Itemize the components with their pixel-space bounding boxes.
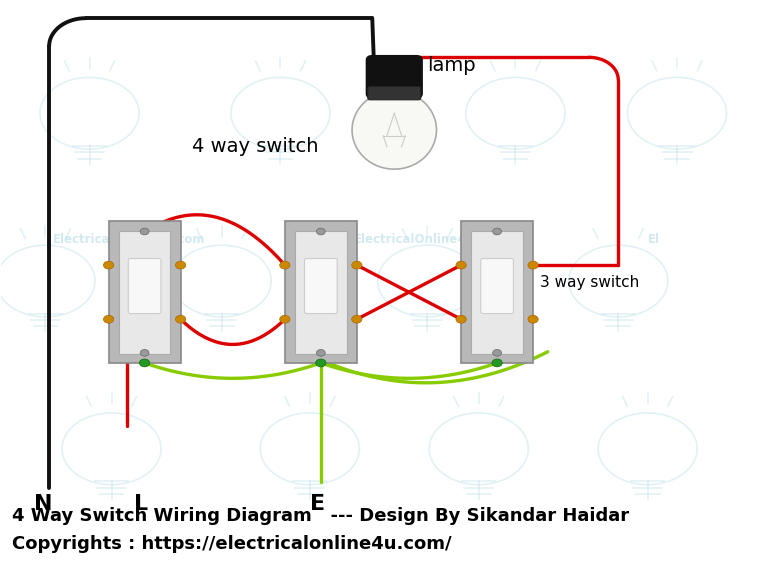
Circle shape [104, 315, 114, 323]
Circle shape [141, 350, 149, 356]
Text: El: El [647, 233, 660, 246]
Circle shape [456, 261, 466, 269]
FancyBboxPatch shape [472, 230, 523, 353]
Circle shape [492, 359, 502, 367]
Circle shape [280, 315, 290, 323]
Text: 4 way switch: 4 way switch [192, 137, 319, 156]
Circle shape [280, 261, 290, 269]
FancyBboxPatch shape [119, 230, 170, 353]
FancyBboxPatch shape [285, 221, 357, 363]
Text: ElectricalOnline4u.com: ElectricalOnline4u.com [354, 233, 506, 246]
FancyBboxPatch shape [481, 259, 514, 314]
Circle shape [316, 359, 326, 367]
Text: 4 Way Switch Wiring Diagram   --- Design By Sikandar Haidar: 4 Way Switch Wiring Diagram --- Design B… [12, 507, 630, 525]
Circle shape [140, 359, 150, 367]
Ellipse shape [352, 91, 436, 169]
Text: N: N [35, 495, 53, 514]
Circle shape [316, 350, 325, 356]
FancyBboxPatch shape [368, 87, 421, 100]
Circle shape [316, 228, 325, 235]
Circle shape [352, 261, 362, 269]
Circle shape [456, 315, 466, 323]
Circle shape [528, 315, 538, 323]
FancyBboxPatch shape [295, 230, 346, 353]
Circle shape [528, 261, 538, 269]
Text: ElectricalOnline4u.com: ElectricalOnline4u.com [53, 233, 205, 246]
Text: 3 way switch: 3 way switch [541, 275, 640, 289]
FancyBboxPatch shape [461, 221, 533, 363]
Text: E: E [310, 495, 325, 514]
Circle shape [104, 261, 114, 269]
FancyBboxPatch shape [108, 221, 180, 363]
Text: Copyrights : https://electricalonline4u.com/: Copyrights : https://electricalonline4u.… [12, 536, 452, 554]
Text: L: L [134, 495, 147, 514]
Circle shape [493, 350, 502, 356]
Circle shape [493, 228, 502, 235]
Circle shape [175, 315, 186, 323]
Circle shape [141, 228, 149, 235]
FancyBboxPatch shape [128, 259, 161, 314]
Circle shape [352, 315, 362, 323]
FancyBboxPatch shape [366, 56, 422, 98]
Text: lamp: lamp [427, 56, 476, 75]
FancyBboxPatch shape [304, 259, 337, 314]
Circle shape [175, 261, 186, 269]
